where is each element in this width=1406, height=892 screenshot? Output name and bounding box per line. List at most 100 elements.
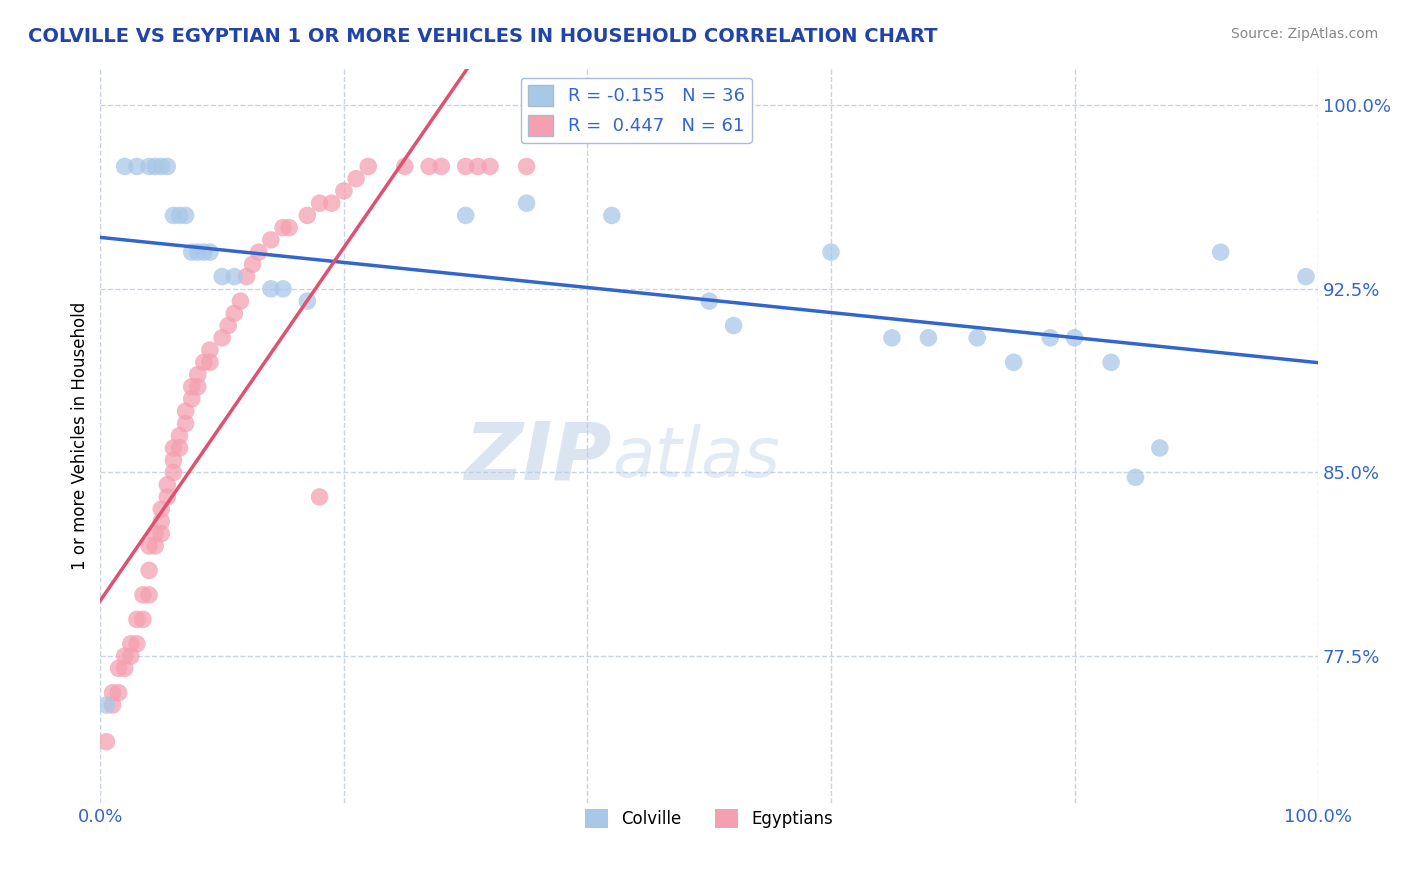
Point bbox=[297, 294, 319, 309]
Point bbox=[162, 466, 184, 480]
Point bbox=[260, 282, 283, 296]
Point bbox=[193, 245, 215, 260]
Legend: Colville, Egyptians: Colville, Egyptians bbox=[578, 803, 841, 835]
Point bbox=[125, 612, 148, 626]
Point bbox=[138, 588, 160, 602]
Point bbox=[820, 245, 842, 260]
Point bbox=[180, 245, 202, 260]
Point bbox=[966, 331, 988, 345]
Point bbox=[150, 526, 173, 541]
Point bbox=[394, 160, 416, 174]
Point bbox=[143, 160, 166, 174]
Point bbox=[162, 208, 184, 222]
Point bbox=[278, 220, 301, 235]
Point bbox=[114, 661, 136, 675]
Point bbox=[138, 563, 160, 577]
Point bbox=[224, 269, 246, 284]
Point bbox=[333, 184, 356, 198]
Point bbox=[917, 331, 939, 345]
Point bbox=[516, 160, 538, 174]
Point bbox=[198, 343, 221, 357]
Point bbox=[114, 649, 136, 664]
Point bbox=[1149, 441, 1171, 455]
Point bbox=[1125, 470, 1147, 484]
Point bbox=[143, 539, 166, 553]
Point bbox=[271, 282, 294, 296]
Point bbox=[198, 245, 221, 260]
Point bbox=[193, 355, 215, 369]
Point bbox=[169, 428, 191, 442]
Text: ZIP: ZIP bbox=[464, 418, 612, 497]
Point bbox=[247, 245, 270, 260]
Point bbox=[138, 539, 160, 553]
Point bbox=[467, 160, 489, 174]
Point bbox=[1295, 269, 1317, 284]
Point bbox=[174, 404, 197, 418]
Point bbox=[187, 368, 209, 382]
Point bbox=[211, 269, 233, 284]
Point bbox=[357, 160, 380, 174]
Point bbox=[125, 160, 148, 174]
Point bbox=[101, 698, 124, 712]
Point bbox=[308, 490, 330, 504]
Text: atlas: atlas bbox=[612, 425, 780, 491]
Point bbox=[344, 171, 367, 186]
Point bbox=[150, 502, 173, 516]
Point bbox=[271, 220, 294, 235]
Point bbox=[418, 160, 440, 174]
Point bbox=[217, 318, 239, 333]
Text: Source: ZipAtlas.com: Source: ZipAtlas.com bbox=[1230, 27, 1378, 41]
Point bbox=[101, 686, 124, 700]
Point bbox=[107, 661, 129, 675]
Point bbox=[174, 417, 197, 431]
Point bbox=[1099, 355, 1122, 369]
Point bbox=[107, 686, 129, 700]
Point bbox=[242, 257, 264, 271]
Point bbox=[1063, 331, 1085, 345]
Point bbox=[224, 306, 246, 320]
Point bbox=[297, 208, 319, 222]
Point bbox=[132, 612, 155, 626]
Point bbox=[174, 208, 197, 222]
Point bbox=[516, 196, 538, 211]
Y-axis label: 1 or more Vehicles in Household: 1 or more Vehicles in Household bbox=[72, 301, 89, 570]
Point bbox=[125, 637, 148, 651]
Point bbox=[1209, 245, 1232, 260]
Point bbox=[198, 355, 221, 369]
Point bbox=[169, 441, 191, 455]
Point bbox=[1039, 331, 1062, 345]
Point bbox=[454, 160, 477, 174]
Point bbox=[308, 196, 330, 211]
Text: COLVILLE VS EGYPTIAN 1 OR MORE VEHICLES IN HOUSEHOLD CORRELATION CHART: COLVILLE VS EGYPTIAN 1 OR MORE VEHICLES … bbox=[28, 27, 938, 45]
Point bbox=[260, 233, 283, 247]
Point bbox=[180, 380, 202, 394]
Point bbox=[211, 331, 233, 345]
Point bbox=[96, 698, 118, 712]
Point bbox=[697, 294, 720, 309]
Point bbox=[880, 331, 903, 345]
Point bbox=[1002, 355, 1025, 369]
Point bbox=[120, 649, 142, 664]
Point bbox=[454, 208, 477, 222]
Point bbox=[479, 160, 502, 174]
Point bbox=[235, 269, 257, 284]
Point bbox=[156, 490, 179, 504]
Point bbox=[114, 160, 136, 174]
Point bbox=[600, 208, 623, 222]
Point bbox=[169, 208, 191, 222]
Point bbox=[321, 196, 343, 211]
Point bbox=[229, 294, 252, 309]
Point bbox=[138, 160, 160, 174]
Point bbox=[162, 441, 184, 455]
Point bbox=[132, 588, 155, 602]
Point bbox=[96, 735, 118, 749]
Point bbox=[156, 477, 179, 491]
Point bbox=[180, 392, 202, 406]
Point bbox=[187, 380, 209, 394]
Point bbox=[162, 453, 184, 467]
Point bbox=[150, 160, 173, 174]
Point bbox=[150, 515, 173, 529]
Point bbox=[156, 160, 179, 174]
Point bbox=[143, 526, 166, 541]
Point bbox=[430, 160, 453, 174]
